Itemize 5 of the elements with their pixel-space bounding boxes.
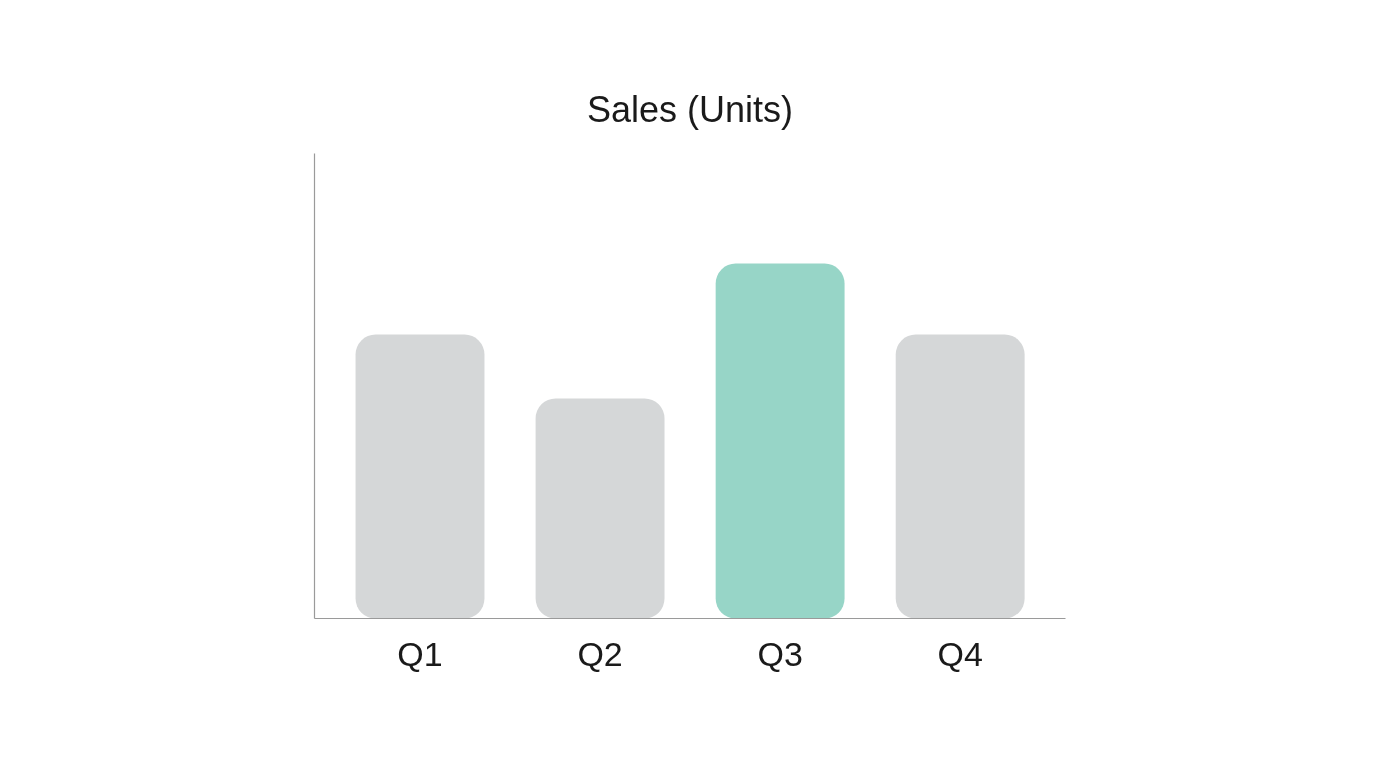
x-tick-label: Q3 [757, 634, 803, 673]
x-tick-label: Q4 [937, 634, 983, 673]
chart-title: Sales (Units) [586, 88, 794, 130]
x-tick-label: Q2 [577, 634, 623, 673]
x-tick-label: Q1 [397, 634, 443, 673]
